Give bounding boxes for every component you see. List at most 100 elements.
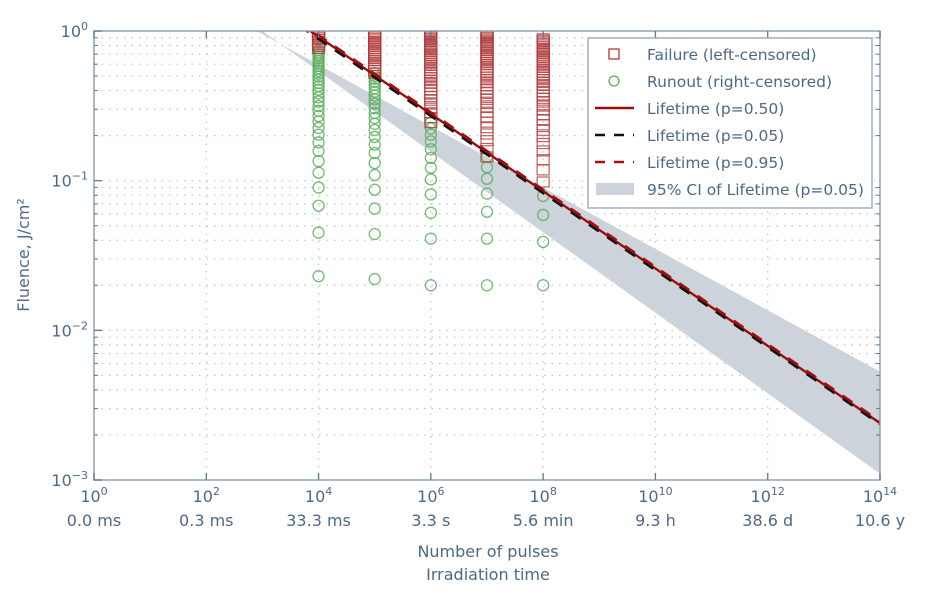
runout-point [368, 156, 381, 170]
runout-point [480, 232, 494, 245]
failure-point [480, 128, 494, 140]
runout-point [312, 95, 325, 108]
runout-point [312, 121, 325, 135]
runout-point [312, 80, 325, 93]
lifetime-line [308, 31, 880, 425]
lines-layer [304, 31, 880, 426]
legend-failure-marker [608, 48, 620, 60]
runout-point [368, 111, 381, 125]
failure-point [536, 145, 550, 157]
runout-point [368, 227, 381, 241]
failure-point [536, 176, 550, 188]
y-tick-label: 10−2 [51, 319, 88, 340]
legend-label: Lifetime (p=0.95) [647, 154, 784, 172]
x-tick-time-label: 0.0 ms [67, 511, 121, 530]
runout-point [368, 106, 381, 120]
runout-point [424, 143, 438, 156]
x-tick-label: 104 [305, 485, 332, 506]
legend-label: Failure (left-censored) [647, 46, 817, 64]
x-tick-time-label: 9.3 h [635, 511, 676, 530]
runout-point [368, 183, 381, 196]
runout-point [368, 78, 381, 92]
runout-point [312, 128, 325, 141]
lifetime-line [304, 31, 880, 426]
runout-point [368, 123, 381, 137]
x-tick-time-label: 33.3 ms [286, 511, 351, 530]
runout-point [424, 206, 438, 219]
x-tick-label: 108 [529, 485, 556, 506]
runout-point [312, 83, 325, 96]
legend-runout-marker [608, 75, 620, 87]
runout-point [368, 97, 381, 110]
x-tick-label: 100 [80, 485, 107, 506]
runout-point [368, 130, 381, 144]
x-tick-time-label: 0.3 ms [179, 511, 233, 530]
runout-point [424, 161, 438, 174]
x-tick-label: 106 [417, 485, 444, 506]
axes: 100 0.0 ms 102 0.3 ms 104 33.3 ms 106 3.3 s 108 5… [51, 20, 905, 530]
runout-point [536, 279, 550, 292]
failure-point [480, 83, 494, 95]
legend-box [587, 37, 873, 209]
runout-point [368, 85, 381, 99]
runout-point [536, 235, 550, 249]
legend-label: Lifetime (p=0.50) [647, 100, 784, 118]
x-tick-label: 1010 [638, 485, 672, 506]
failure-point [480, 31, 494, 38]
runout-point [480, 187, 494, 200]
legend-label: Lifetime (p=0.05) [647, 127, 784, 145]
runout-point [368, 168, 381, 182]
runout-point [312, 226, 325, 239]
legend-label: Runout (right-censored) [647, 73, 832, 91]
runout-point [424, 279, 438, 292]
runout-point [368, 202, 381, 215]
y-tick-label: 10−3 [51, 469, 88, 490]
x-tick-time-label: 38.6 d [742, 511, 793, 530]
x-tick-time-label: 10.6 y [855, 511, 905, 530]
runout-point [312, 109, 325, 123]
failure-point [536, 130, 550, 143]
runout-point [424, 128, 438, 141]
plot-frame [93, 30, 881, 481]
runout-point [480, 279, 494, 292]
legend-ci-swatch [596, 183, 634, 195]
runout-point [368, 102, 381, 115]
runout-point [312, 155, 325, 168]
legend-label: 95% CI of Lifetime (p=0.05) [647, 181, 864, 199]
x-tick-label: 102 [193, 485, 220, 506]
x-tick-label: 1012 [751, 485, 785, 506]
runout-point [368, 272, 381, 286]
runout-point [536, 208, 550, 222]
failure-point [536, 154, 550, 166]
runout-point [368, 146, 381, 160]
runout-point [368, 82, 381, 95]
runout-point [368, 138, 381, 151]
x-tick-label: 1014 [863, 485, 897, 506]
runout-point [312, 166, 325, 179]
failure-point [536, 92, 550, 104]
runout-point [424, 232, 438, 245]
runout-point [312, 199, 325, 212]
x-axis-label-time: Irradiation time [426, 565, 550, 584]
x-tick-time-label: 3.3 s [411, 511, 450, 530]
runout-point [312, 76, 325, 90]
runout-point [424, 188, 438, 201]
x-tick-time-label: 5.6 min [513, 511, 574, 530]
runout-point [312, 144, 325, 158]
failure-point [480, 86, 494, 98]
failure-point [480, 90, 494, 102]
failure-point [424, 87, 438, 99]
failure-point [536, 137, 550, 150]
runout-point [424, 135, 438, 148]
y-axis-label: Fluence, J/cm² [14, 198, 33, 312]
runout-point [312, 270, 325, 283]
legend: Failure (left-censored) Runout (right-cen… [587, 37, 873, 209]
runout-point [312, 104, 325, 117]
runout-point [480, 205, 494, 218]
lifetime-line [310, 31, 880, 423]
runout-point [424, 151, 438, 165]
runout-point [424, 173, 438, 186]
runout-point [312, 136, 325, 149]
x-axis-label: Number of pulses [417, 542, 558, 561]
